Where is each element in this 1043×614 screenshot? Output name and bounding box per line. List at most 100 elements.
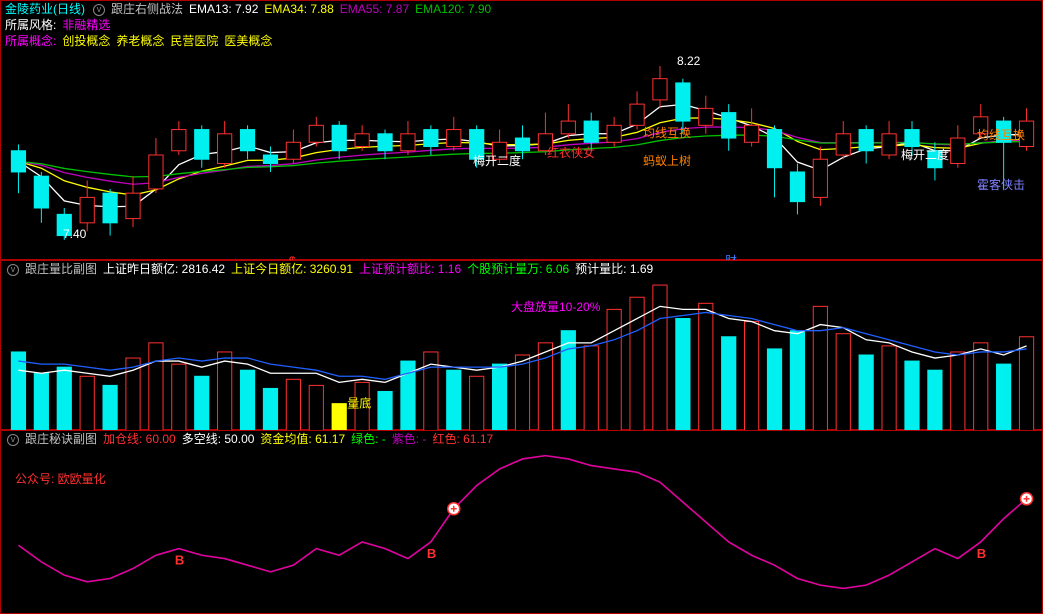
volume-bar[interactable]	[1019, 337, 1033, 431]
candle-body[interactable]	[836, 134, 850, 155]
volume-bar[interactable]	[149, 343, 163, 431]
candle-body[interactable]	[607, 125, 621, 142]
chart-label: 霍客侠击	[977, 177, 1025, 192]
volume-bar[interactable]	[286, 379, 300, 431]
candle-body[interactable]	[80, 197, 94, 222]
volume-bar[interactable]	[515, 355, 529, 431]
candle-body[interactable]	[286, 142, 300, 159]
main-header-2: 所属风格:非融精选	[1, 17, 1042, 33]
volume-bar[interactable]	[951, 352, 965, 431]
candle-body[interactable]	[859, 130, 873, 151]
volume-bar[interactable]	[309, 385, 323, 431]
volume-bar[interactable]	[630, 297, 644, 431]
candle-body[interactable]	[699, 108, 713, 125]
volume-bar[interactable]	[745, 322, 759, 431]
volume-bar[interactable]	[928, 370, 942, 431]
candle-body[interactable]	[745, 125, 759, 142]
volume-bar[interactable]	[836, 334, 850, 431]
candle-body[interactable]	[378, 134, 392, 151]
secret-title: 跟庄秘诀副图	[25, 432, 97, 446]
candle-body[interactable]	[653, 79, 667, 100]
candle-body[interactable]	[172, 130, 186, 151]
candle-body[interactable]	[447, 130, 461, 147]
secret-panel[interactable]: v跟庄秘诀副图加仓线: 60.00多空线: 50.00资金均值: 61.17绿色…	[0, 430, 1043, 614]
volume-bar[interactable]	[676, 319, 690, 431]
volume-bar[interactable]	[790, 331, 804, 431]
volume-bar[interactable]	[699, 303, 713, 431]
volume-bar[interactable]	[218, 352, 232, 431]
secret-svg[interactable]: BBB公众号: 欧欧量化	[1, 449, 1043, 614]
volume-bar[interactable]	[263, 388, 277, 431]
candle-body[interactable]	[584, 121, 598, 142]
candle-body[interactable]	[767, 130, 781, 168]
volume-bar[interactable]	[974, 343, 988, 431]
candle-body[interactable]	[149, 155, 163, 189]
main-candle-panel[interactable]: 金陵药业(日线)v跟庄右侧战法EMA13: 7.92EMA34: 7.88EMA…	[0, 0, 1043, 260]
candle-body[interactable]	[355, 134, 369, 147]
volume-bar[interactable]	[905, 361, 919, 431]
vol-field-3: 个股预计量万: 6.06	[467, 262, 569, 276]
volume-bar[interactable]	[57, 367, 71, 431]
candle-body[interactable]	[240, 130, 254, 151]
volume-bar[interactable]	[447, 370, 461, 431]
candle-svg[interactable]: 8.227.40均线互换蚂蚁上树梅开二度红衣侠女梅开二度均线互换霍客侠击$财	[1, 49, 1043, 261]
collapse-icon[interactable]: v	[7, 264, 19, 276]
candle-body[interactable]	[813, 159, 827, 197]
candle-body[interactable]	[126, 193, 140, 218]
candle-body[interactable]	[218, 134, 232, 164]
volume-bar[interactable]	[11, 352, 25, 431]
volume-bar[interactable]	[997, 364, 1011, 431]
secret-field-3: 绿色: -	[351, 432, 386, 446]
volume-bar[interactable]	[80, 376, 94, 431]
collapse-icon[interactable]: v	[7, 434, 19, 446]
volume-svg[interactable]: 大盘放量10-20% 量底	[1, 279, 1043, 431]
volume-bar[interactable]	[103, 385, 117, 431]
candle-body[interactable]	[515, 138, 529, 151]
candle-body[interactable]	[630, 104, 644, 125]
volume-bar[interactable]	[859, 355, 873, 431]
collapse-icon[interactable]: v	[93, 4, 105, 16]
candle-body[interactable]	[676, 83, 690, 121]
candle-body[interactable]	[561, 121, 575, 134]
chart-label: 均线互换	[977, 128, 1025, 142]
volume-bar[interactable]	[767, 349, 781, 431]
volume-bar[interactable]	[378, 391, 392, 431]
candle-body[interactable]	[951, 138, 965, 163]
candle-body[interactable]	[722, 113, 736, 138]
volume-bar[interactable]	[240, 370, 254, 431]
candle-body[interactable]	[195, 130, 209, 160]
concept-0: 创投概念	[62, 34, 110, 48]
volume-bar[interactable]	[584, 346, 598, 431]
candle-body[interactable]	[905, 130, 919, 147]
b-mark: B	[175, 553, 184, 568]
chart-label: 蚂蚁上树	[643, 153, 691, 168]
candle-body[interactable]	[790, 172, 804, 202]
style-label: 所属风格:	[5, 18, 56, 32]
volume-bar[interactable]	[172, 364, 186, 431]
candle-body[interactable]	[401, 134, 415, 151]
candle-body[interactable]	[424, 130, 438, 147]
volume-bar[interactable]	[195, 376, 209, 431]
candle-body[interactable]	[263, 155, 277, 163]
volume-bar[interactable]	[561, 331, 575, 431]
candle-body[interactable]	[11, 151, 25, 172]
candle-body[interactable]	[309, 125, 323, 142]
candle-body[interactable]	[103, 193, 117, 223]
volume-bar[interactable]	[882, 346, 896, 431]
volume-bar[interactable]	[126, 358, 140, 431]
volume-panel[interactable]: v跟庄量比副图上证昨日额亿: 2816.42上证今日额亿: 3260.91上证预…	[0, 260, 1043, 430]
candle-body[interactable]	[34, 176, 48, 208]
vol-note: 大盘放量10-20%	[511, 299, 601, 314]
vol-field-2: 上证预计额比: 1.16	[359, 262, 461, 276]
candle-body[interactable]	[332, 125, 346, 150]
volume-bar[interactable]	[34, 373, 48, 431]
ema-3: EMA120: 7.90	[415, 2, 491, 16]
candle-body[interactable]	[882, 134, 896, 155]
volume-bar[interactable]	[492, 364, 506, 431]
secret-field-1: 多空线: 50.00	[182, 432, 255, 446]
yellow-bar-label: 量底	[347, 396, 371, 411]
volume-bar[interactable]	[470, 376, 484, 431]
secret-line	[18, 456, 1026, 589]
volume-bar[interactable]	[722, 337, 736, 431]
volume-bar[interactable]	[332, 404, 346, 431]
